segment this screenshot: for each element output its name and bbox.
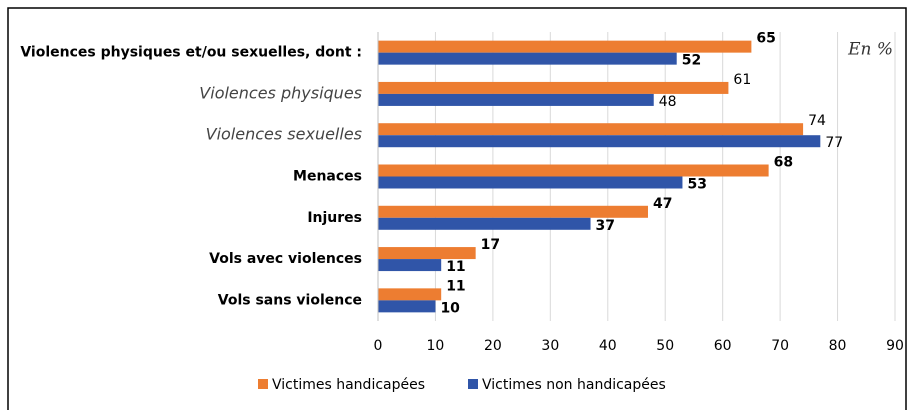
data-label: 11 [446, 278, 465, 294]
bar [378, 205, 648, 218]
unit-note: En % [847, 40, 893, 60]
bar [378, 247, 476, 260]
bar [378, 217, 591, 230]
x-tick-label: 40 [599, 338, 617, 354]
data-label: 47 [653, 196, 672, 212]
x-tick-label: 50 [656, 338, 674, 354]
data-label: 61 [733, 72, 751, 88]
bar [378, 300, 436, 313]
legend-swatch [468, 379, 478, 389]
x-tick-label: 60 [714, 338, 732, 354]
category-label: Violences physiques et/ou sexuelles, don… [20, 45, 362, 61]
x-tick-label: 10 [427, 338, 445, 354]
x-tick-label: 0 [374, 338, 383, 354]
category-label: Violences physiques [199, 83, 362, 102]
data-label: 74 [808, 113, 826, 129]
bar [378, 40, 752, 53]
bar [378, 288, 442, 301]
bar [378, 81, 729, 94]
data-label: 52 [682, 53, 701, 69]
data-label: 37 [596, 218, 615, 234]
data-label: 11 [446, 259, 465, 275]
x-tick-label: 70 [771, 338, 789, 354]
data-label: 68 [774, 155, 793, 171]
legend-label: Victimes non handicapées [482, 377, 666, 393]
data-label: 17 [481, 237, 500, 253]
bar [378, 135, 821, 148]
category-label: Vols avec violences [209, 251, 362, 267]
bar [378, 259, 442, 272]
category-label: Menaces [293, 169, 362, 185]
x-tick-label: 20 [484, 338, 502, 354]
bar [378, 164, 769, 177]
data-label: 48 [659, 94, 677, 110]
data-label: 77 [825, 135, 843, 151]
legend-swatch [258, 379, 268, 389]
data-label: 65 [756, 31, 775, 47]
frame [7, 7, 907, 410]
category-label: Vols sans violence [218, 292, 362, 308]
bar [378, 123, 804, 136]
data-label: 10 [440, 300, 460, 316]
category-label: Violences sexuelles [206, 125, 362, 144]
data-label: 53 [687, 177, 706, 193]
bar [378, 52, 677, 65]
legend-label: Victimes handicapées [272, 377, 425, 393]
category-label: Injures [307, 210, 362, 226]
x-tick-label: 80 [829, 338, 847, 354]
bar [378, 176, 683, 189]
x-tick-label: 90 [886, 338, 904, 354]
x-tick-label: 30 [541, 338, 559, 354]
bar [378, 93, 654, 106]
